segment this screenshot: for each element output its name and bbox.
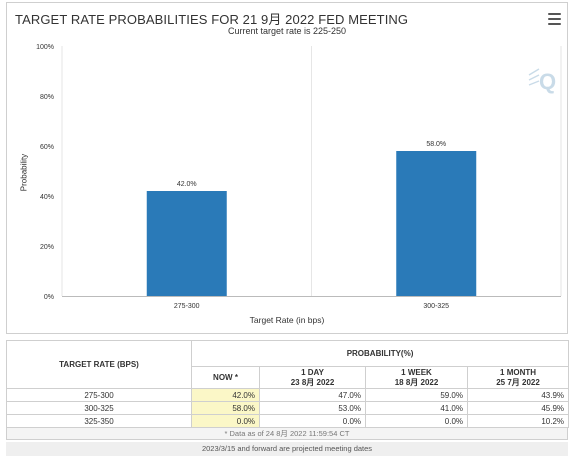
rate-cell: 275-300 [6,388,192,402]
chart-panel: 0% 20% 40% 60% 80% 100% 42.0% 275-300 58.0% 300-3… [6,2,568,334]
probability-cell: 0.0% [191,414,260,428]
bar [146,191,227,296]
column-header-line2: 18 8月 2022 [394,377,439,387]
probability-cell: 45.9% [466,401,570,415]
column-header-line2: 25 7月 2022 [496,377,540,387]
data-label: 42.0% [177,181,197,188]
x-tick-label: 300-325 [423,303,449,310]
probability-table: TARGET RATE (BPS) PROBABILITY(%) NOW * 1 … [6,340,570,428]
column-header-line1: 1 DAY [301,367,324,377]
table-row: 300-325 58.0% 53.0% 41.0% 45.9% [6,401,570,415]
x-axis-label: Target Rate (in bps) [249,315,325,325]
probability-cell: 42.0% [191,388,260,402]
y-tick-label: 80% [40,94,54,101]
column-header: 1 DAY 23 8月 2022 [259,366,366,389]
probability-cell: 47.0% [259,388,366,402]
probability-cell: 53.0% [259,401,366,415]
data-timestamp-note: * Data as of 24 8月 2022 11:59:54 CT [6,428,568,440]
svg-text:Q: Q [539,69,556,94]
probability-cell: 0.0% [259,414,366,428]
column-header: 1 MONTH 25 7月 2022 [466,366,570,389]
column-header-line1: NOW * [213,372,238,382]
bar [396,151,477,296]
probability-cell: 58.0% [191,401,260,415]
hamburger-menu-icon[interactable] [548,13,561,25]
chart-subtitle: Current target rate is 225-250 [227,26,347,36]
y-axis-label: Probability [19,153,29,192]
projected-dates-note: 2023/3/15 and forward are projected meet… [6,442,568,456]
probability-cell: 10.2% [466,414,570,428]
probability-cell: 0.0% [365,414,468,428]
bar-chart: 0% 20% 40% 60% 80% 100% 42.0% 275-300 58.0% 300-3… [36,44,562,310]
column-header-line1: 1 WEEK [401,367,432,377]
probability-cell: 43.9% [466,388,570,402]
table-row: 325-350 0.0% 0.0% 0.0% 10.2% [6,414,570,428]
probability-table-wrap: TARGET RATE (BPS) PROBABILITY(%) NOW * 1 … [6,340,570,456]
column-header-line2: 23 8月 2022 [290,377,335,387]
column-header-line1: 1 MONTH [500,367,537,377]
y-tick-label: 40% [40,194,54,201]
header-target-rate: TARGET RATE (BPS) [6,340,192,389]
y-tick-label: 100% [36,44,54,51]
column-header: NOW * [191,366,260,389]
column-header: 1 WEEK 18 8月 2022 [365,366,468,389]
q-logo-icon: Q [528,68,556,94]
chart-title: TARGET RATE PROBABILITIES FOR 21 9月 2022… [15,12,409,27]
data-label: 58.0% [426,141,446,148]
x-tick-label: 275-300 [174,303,200,310]
probability-cell: 41.0% [365,401,468,415]
table-row: 275-300 42.0% 47.0% 59.0% 43.9% [6,388,570,402]
y-tick-label: 0% [44,294,54,301]
rate-cell: 300-325 [6,401,192,415]
probability-cell: 59.0% [365,388,468,402]
rate-cell: 325-350 [6,414,192,428]
y-tick-label: 20% [40,244,54,251]
header-probability: PROBABILITY(%) [190,340,570,367]
y-tick-label: 60% [40,144,54,151]
